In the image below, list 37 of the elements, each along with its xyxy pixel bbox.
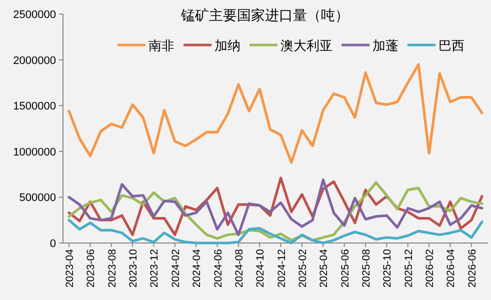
legend-label: 南非: [148, 38, 174, 53]
x-tick-label: 2024-12: [276, 248, 288, 288]
y-tick-label: 500000: [19, 192, 56, 204]
x-tick-label: 2025-06: [339, 248, 352, 288]
y-tick-label: 1500000: [13, 100, 56, 113]
x-tick-label: 2024-06: [212, 248, 224, 288]
x-tick-label: 2025-12: [402, 248, 415, 288]
x-tick-label: 2024-04: [191, 248, 204, 288]
legend-item: 加蓬: [342, 38, 398, 53]
legend-item: 加纳: [184, 38, 240, 53]
y-tick-label: 1000000: [13, 146, 56, 158]
x-tick-label: 2024-10: [254, 248, 267, 288]
x-tick-label: 2025-04: [318, 248, 330, 288]
x-tick-label: 2024-02: [170, 248, 182, 288]
x-tick-label: 2026-02: [424, 248, 436, 288]
x-tick-label: 2023-04: [64, 248, 76, 288]
y-tick-label: 2000000: [13, 54, 56, 67]
x-tick-label: 2024-08: [233, 248, 246, 288]
legend-label: 澳大利亚: [280, 38, 332, 53]
x-tick-label: 2023-12: [148, 248, 161, 288]
x-tick-label: 2023-08: [106, 248, 118, 288]
x-tick-label: 2023-06: [85, 248, 98, 288]
title: 锰矿主要国家进口量（吨）: [181, 9, 349, 24]
legend-label: 加蓬: [372, 38, 398, 53]
legend-item: 澳大利亚: [250, 38, 332, 53]
y-tick-label: 2500000: [13, 9, 56, 21]
legend-item: 南非: [118, 38, 174, 53]
x-tick-label: 2025-08: [360, 248, 373, 288]
y-tick-label: 0: [50, 238, 56, 250]
x-tick-label: 2025-02: [296, 248, 309, 288]
x-tick-label: 2026-06: [466, 248, 478, 288]
x-tick-label: 2025-10: [382, 248, 394, 288]
x-tick-label: 2026-04: [445, 248, 458, 288]
legend-label: 加纳: [214, 38, 240, 53]
legend-item: 巴西: [408, 38, 464, 53]
legend-label: 巴西: [438, 38, 464, 53]
x-tick-label: 2023-10: [128, 248, 140, 288]
